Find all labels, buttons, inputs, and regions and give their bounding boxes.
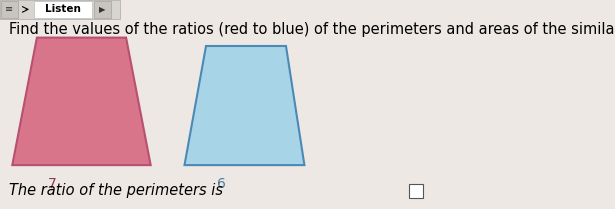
Polygon shape: [184, 46, 304, 165]
Text: ▶: ▶: [100, 5, 106, 14]
Text: 6: 6: [217, 177, 226, 191]
Bar: [409, 184, 423, 198]
Text: The ratio of the perimeters is: The ratio of the perimeters is: [9, 183, 223, 198]
Text: Find the values of the ratios (red to blue) of the perimeters and areas of the s: Find the values of the ratios (red to bl…: [9, 22, 615, 37]
FancyBboxPatch shape: [0, 0, 120, 19]
Text: Listen: Listen: [45, 4, 81, 14]
Bar: [94, 1, 111, 18]
Bar: [34, 1, 92, 18]
Text: 7: 7: [48, 177, 57, 191]
Polygon shape: [12, 38, 151, 165]
Bar: [1, 1, 18, 18]
Text: ≡: ≡: [5, 4, 14, 14]
